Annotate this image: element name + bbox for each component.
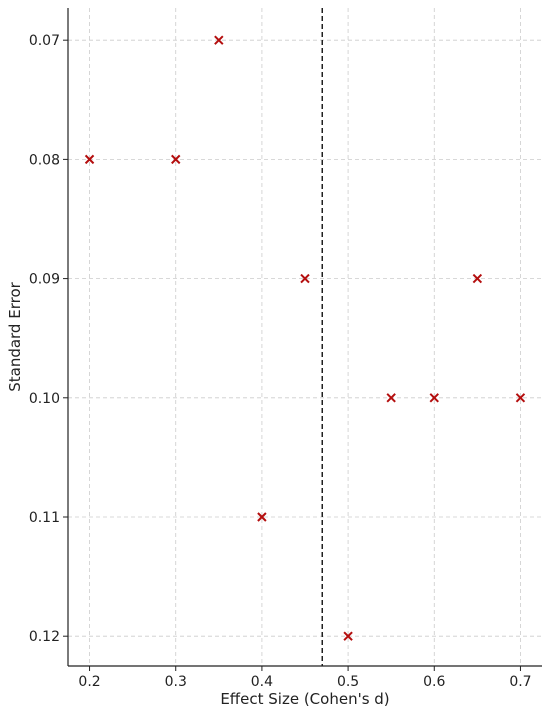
data-point bbox=[257, 512, 267, 522]
data-point bbox=[214, 35, 224, 45]
data-points bbox=[84, 35, 526, 641]
y-tick-label: 0.11 bbox=[29, 510, 60, 526]
y-tick-label: 0.08 bbox=[29, 152, 60, 168]
x-tick-label: 0.3 bbox=[165, 674, 187, 690]
x-tick-label: 0.6 bbox=[423, 674, 445, 690]
y-tick-label: 0.10 bbox=[29, 391, 60, 407]
data-point bbox=[429, 393, 439, 403]
x-tick-label: 0.2 bbox=[78, 674, 100, 690]
axes bbox=[63, 8, 542, 671]
grid-lines bbox=[68, 8, 542, 666]
data-point bbox=[171, 154, 181, 165]
x-tick-label: 0.4 bbox=[251, 674, 273, 690]
y-tick-label: 0.07 bbox=[29, 33, 60, 49]
y-tick-label: 0.09 bbox=[29, 272, 60, 288]
x-tick-label: 0.5 bbox=[337, 674, 359, 690]
data-point bbox=[84, 154, 95, 165]
data-point bbox=[515, 393, 526, 403]
tick-labels: 0.2 0.3 0.4 0.5 0.6 0.7 0.07 0.08 0.09 0.10 0.11 0.… bbox=[29, 33, 532, 690]
y-tick-label: 0.12 bbox=[29, 629, 60, 645]
y-axis-label: Standard Error bbox=[6, 281, 24, 391]
data-point bbox=[300, 273, 310, 284]
data-point bbox=[343, 631, 353, 641]
data-point bbox=[386, 393, 396, 403]
x-tick-label: 0.7 bbox=[509, 674, 531, 690]
x-axis-label: Effect Size (Cohen's d) bbox=[220, 690, 389, 708]
data-point bbox=[472, 273, 483, 284]
